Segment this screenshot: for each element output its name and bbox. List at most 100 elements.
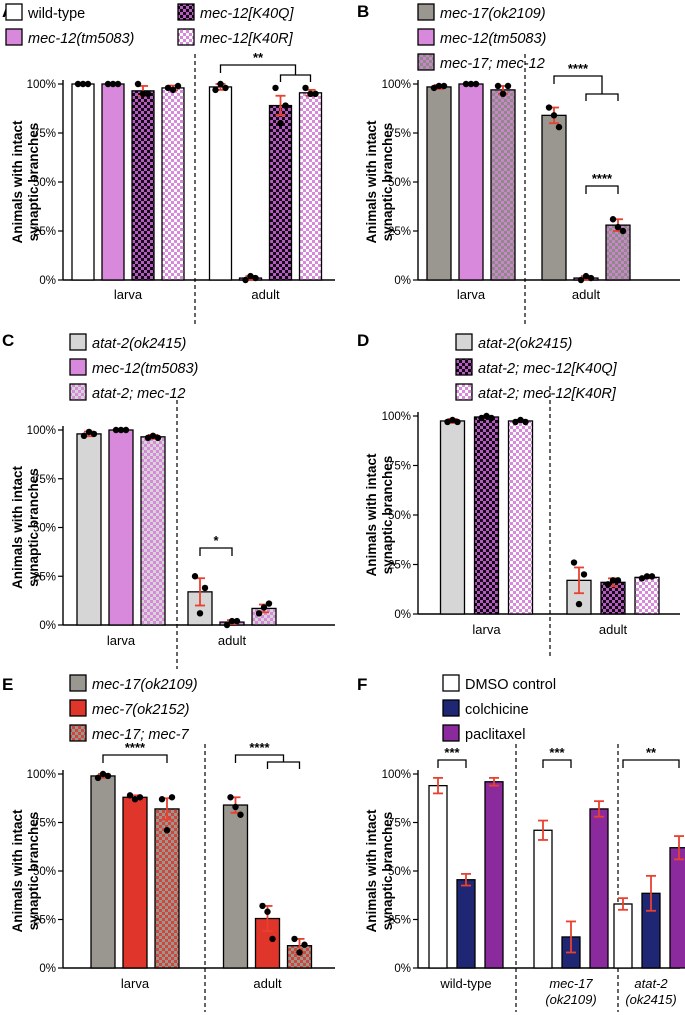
x-category-line: adult [253, 976, 282, 991]
bracket-line [437, 759, 467, 768]
significance-bracket: ** [219, 50, 312, 82]
legend-swatch [69, 724, 87, 742]
data-point [174, 82, 182, 90]
panel-label: D [357, 331, 369, 350]
legend-label: paclitaxel [465, 727, 525, 743]
legend-label: mec-12[K40Q] [200, 6, 294, 22]
data-point [227, 794, 234, 801]
legend-swatch [442, 674, 460, 692]
y-tick-label: 100% [382, 411, 411, 423]
x-category-line: larva [107, 633, 136, 648]
legend-swatch [417, 53, 435, 71]
bar [222, 804, 249, 969]
panel-label: C [2, 331, 14, 350]
data-point [522, 418, 529, 426]
data-point [577, 276, 585, 284]
data-point [282, 102, 289, 109]
data-point [512, 418, 519, 426]
legend-label: DMSO control [465, 677, 556, 693]
bar [613, 903, 633, 969]
data-point [109, 80, 117, 88]
legend-swatch [177, 3, 195, 21]
legend-label: mec-12(tm5083) [28, 31, 134, 47]
y-tick-label: 75% [33, 818, 56, 830]
x-category-line: wild-type [439, 976, 491, 991]
x-category-label: wild-type [439, 976, 491, 991]
data-point [260, 604, 268, 611]
data-point [467, 80, 475, 88]
data-point [494, 82, 502, 90]
y-tick-label: 100% [382, 769, 411, 781]
y-tick-label: 75% [388, 128, 411, 140]
data-point [575, 600, 583, 608]
bar [458, 83, 484, 281]
data-point [242, 276, 249, 284]
y-axis-title-line: synaptic branches [380, 123, 395, 242]
data-point [435, 82, 443, 90]
data-point [259, 902, 266, 910]
data-point [144, 434, 152, 441]
data-point [440, 82, 448, 90]
y-tick-label: 0% [39, 620, 56, 632]
legend-swatch [177, 28, 195, 46]
y-axis-title-line: Animals with intact [364, 120, 379, 244]
legend: atat-2(ok2415) mec-12(tm5083) atat-2; mec-… [69, 333, 198, 402]
bar [298, 92, 323, 281]
y-tick-label: 100% [382, 79, 411, 91]
data-point [587, 274, 595, 282]
y-tick-label: 100% [27, 769, 56, 781]
bracket-line [219, 64, 297, 75]
x-category-line: larva [114, 287, 143, 302]
x-category-label: larva [114, 287, 143, 302]
x-category-label: adult [572, 287, 601, 302]
significance-label: **** [568, 61, 589, 76]
data-point [90, 430, 98, 438]
legend-label: atat-2; mec-12 [92, 386, 186, 402]
data-point [483, 412, 490, 420]
y-axis-title-line: synaptic branches [26, 123, 41, 242]
y-tick-label: 75% [388, 461, 411, 473]
x-category-line: atat-2 [634, 976, 668, 991]
bar [589, 808, 609, 969]
bar [473, 416, 500, 615]
y-tick-label: 75% [33, 128, 56, 140]
data-point [228, 617, 236, 625]
data-point [122, 426, 130, 434]
data-point [264, 908, 271, 915]
data-point [233, 617, 241, 625]
y-axis-title: Animals with intactsynaptic branches [364, 453, 395, 577]
data-point [232, 803, 239, 811]
data-point [580, 571, 588, 578]
bracket-line [585, 93, 619, 101]
y-tick-label: 0% [394, 609, 411, 621]
legend-label: mec-17; mec-12 [440, 56, 545, 72]
y-tick-label: 25% [388, 915, 411, 927]
legend-swatch [442, 724, 460, 742]
data-point [291, 935, 298, 943]
y-axis-title-line: Animals with intact [364, 809, 379, 933]
data-point [570, 559, 578, 566]
significance-label: *** [549, 745, 565, 760]
y-tick-label: 100% [27, 425, 56, 437]
bar [439, 420, 466, 615]
x-category-line: larva [121, 976, 150, 991]
bar [533, 829, 553, 969]
data-point [163, 827, 171, 834]
bar [76, 433, 102, 626]
bar [131, 90, 155, 281]
bar [669, 847, 685, 969]
significance-label: * [213, 533, 219, 548]
y-tick-label: 25% [388, 560, 411, 572]
data-point [643, 573, 651, 580]
data-point [80, 432, 88, 440]
y-axis-title: Animals with intactsynaptic branches [364, 120, 395, 244]
legend-label: atat-2; mec-12[K40R] [478, 386, 617, 402]
data-point [301, 941, 308, 948]
bar [268, 104, 293, 281]
legend-label: mec-17(ok2109) [92, 677, 198, 693]
data-point [169, 86, 177, 94]
bar [605, 224, 631, 281]
